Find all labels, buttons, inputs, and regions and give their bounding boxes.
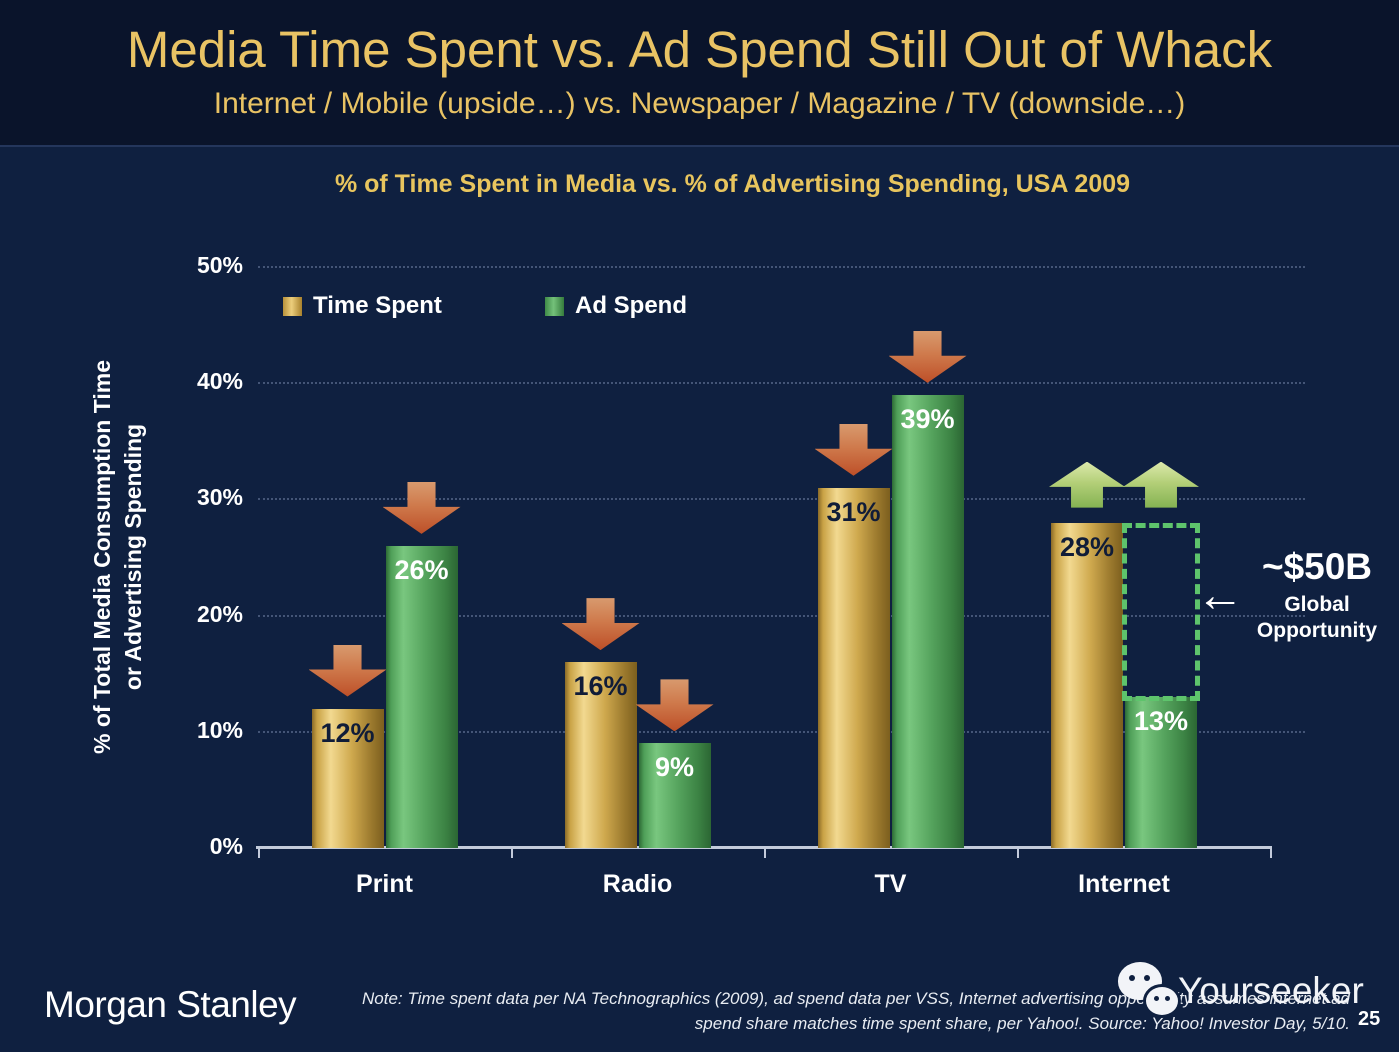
bar-value-label: 16%	[573, 671, 628, 702]
opportunity-gap-outline	[1122, 522, 1200, 701]
bar-value-label: 31%	[826, 496, 881, 527]
y-tick-0: 0%	[209, 833, 243, 859]
opportunity-line1: Global	[1284, 593, 1350, 616]
up-arrow-icon	[1123, 461, 1199, 508]
y-tick-40: 40%	[196, 368, 243, 395]
opportunity-value: ~$50B	[1261, 546, 1373, 587]
x-axis-tick	[764, 849, 766, 858]
slide-title: Media Time Spent vs. Ad Spend Still Out …	[126, 21, 1273, 78]
x-axis-tick	[258, 849, 260, 858]
gridline-10	[258, 730, 1305, 733]
slide-header: Media Time Spent vs. Ad Spend Still Out …	[0, 0, 1399, 147]
bar-value-label: 26%	[394, 554, 449, 585]
y-tick-20: 20%	[196, 600, 243, 627]
y-axis-title-line2: or Advertising Spending	[120, 423, 146, 691]
opportunity-line2: Opportunity	[1256, 619, 1378, 642]
bar-value-label: 13%	[1133, 705, 1189, 736]
bar-value-label: 12%	[320, 717, 375, 748]
down-arrow-icon	[888, 330, 967, 383]
bar-internet-time-spent	[1051, 522, 1123, 848]
opportunity-annotation: ~$50B Global Opportunity	[1238, 546, 1396, 643]
gridline-20	[258, 614, 1305, 617]
y-tick-10: 10%	[196, 716, 243, 743]
watermark-brand: Yourseeker	[1178, 970, 1364, 1011]
bar-value-label: 28%	[1059, 531, 1115, 562]
y-axis-title-line1: % of Total Media Consumption Time	[89, 360, 115, 754]
legend-label-time-spent: Time Spent	[313, 292, 442, 319]
gridline-50	[258, 266, 1305, 268]
down-arrow-icon	[561, 598, 640, 651]
gridline-30	[258, 498, 1305, 501]
wechat-icon	[1116, 960, 1181, 1018]
down-arrow-icon	[382, 481, 461, 534]
legend-item-ad-spend: Ad Spend	[545, 292, 687, 320]
x-axis-tick	[1270, 849, 1272, 858]
bar-print-time-spent	[311, 708, 384, 848]
category-label-internet: Internet	[1078, 870, 1170, 898]
category-label-radio: Radio	[602, 870, 673, 898]
x-axis-tick	[511, 849, 513, 858]
footnote-line1: Note: Time spent data per NA Technograph…	[361, 989, 1350, 1008]
ad-spend-swatch-icon	[545, 296, 564, 316]
slide-subtitle: Internet / Mobile (upside…) vs. Newspape…	[213, 87, 1186, 120]
bar-value-label: 9%	[654, 752, 695, 783]
bar-print-ad-spend	[385, 545, 458, 848]
x-axis-tick	[1017, 849, 1019, 858]
category-label-print: Print	[356, 870, 413, 898]
bar-radio-time-spent	[564, 662, 637, 848]
bar-tv-time-spent	[817, 487, 890, 848]
x-axis-line	[256, 846, 1272, 849]
down-arrow-icon	[814, 423, 893, 476]
down-arrow-icon	[635, 679, 714, 732]
y-tick-30: 30%	[196, 484, 243, 511]
down-arrow-icon	[308, 644, 387, 697]
up-arrow-icon	[1049, 461, 1125, 508]
bar-value-label: 39%	[900, 403, 955, 434]
left-arrow-icon: ←	[1196, 569, 1244, 622]
footnote-line2: spend share matches time spent share, pe…	[694, 1014, 1350, 1033]
chart-title: % of Time Spent in Media vs. % of Advert…	[334, 170, 1131, 198]
bar-tv-ad-spend	[891, 394, 964, 848]
bar-radio-ad-spend	[638, 743, 711, 848]
category-label-tv: TV	[874, 870, 907, 898]
legend-label-ad-spend: Ad Spend	[575, 292, 687, 319]
footnote: Note: Time spent data per NA Technograph…	[300, 986, 1350, 1036]
page-number: 25	[1358, 1008, 1381, 1030]
gridline-40	[258, 382, 1305, 385]
time-spent-swatch-icon	[283, 296, 302, 316]
morgan-stanley-logo: Morgan Stanley	[44, 984, 297, 1025]
legend-item-time-spent: Time Spent	[283, 292, 442, 320]
y-axis-title: % of Total Media Consumption Time or Adv…	[87, 247, 153, 867]
bar-internet-ad-spend	[1125, 696, 1197, 848]
y-tick-50: 50%	[196, 252, 243, 278]
